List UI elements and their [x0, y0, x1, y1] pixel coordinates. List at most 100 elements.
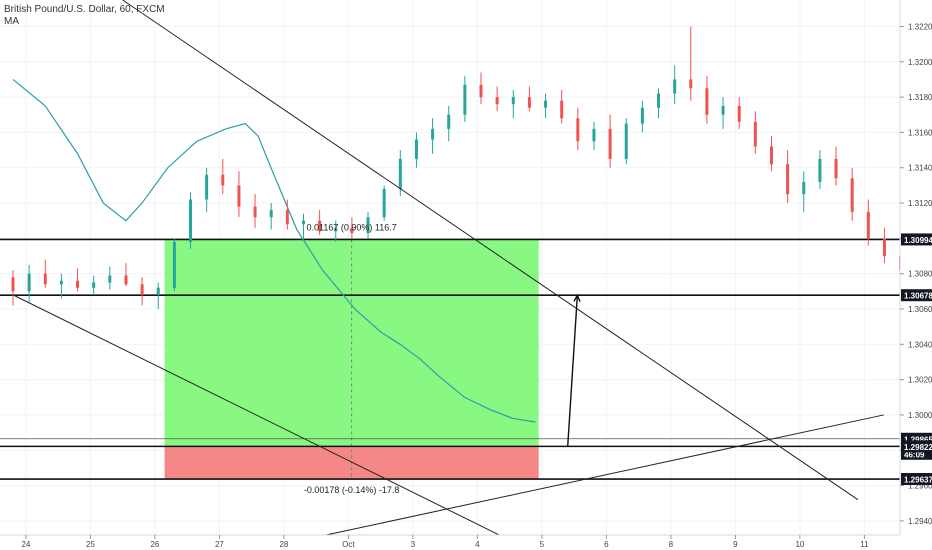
candle-down: [737, 105, 741, 122]
candle-up: [269, 210, 273, 218]
candle-up: [673, 79, 677, 94]
x-tick-label: 25: [86, 540, 95, 549]
y-tick-label: 1.32000: [908, 58, 932, 67]
price-label-entry: [901, 440, 932, 453]
candle-up: [189, 199, 193, 242]
candle-down: [253, 206, 257, 218]
candle-down: [850, 178, 854, 212]
candle-down: [124, 275, 128, 285]
trend-line-ascending-support: [309, 414, 884, 540]
candle-up: [108, 275, 112, 283]
price-label-text-stop: 1.29637: [904, 476, 932, 485]
projection-arrow-head: [573, 293, 581, 302]
y-tick-label: 1.32200: [908, 22, 932, 31]
price-label-text-entry: 1.29822: [904, 443, 932, 452]
candle-down: [11, 277, 15, 292]
candle-up: [431, 128, 435, 140]
candle-up: [172, 241, 176, 288]
y-tick-label: 1.29600: [908, 482, 932, 491]
projection-arrow-line: [567, 295, 579, 447]
candle-down: [479, 84, 483, 98]
price-label-text-current: 1.29865: [904, 435, 932, 444]
candle-down: [495, 97, 499, 105]
y-tick-label: 1.30400: [908, 340, 932, 349]
candle-down: [527, 97, 531, 108]
candle-down: [705, 88, 709, 115]
trend-line-upper-descending: [122, 0, 859, 501]
y-tick-label: 1.31600: [908, 128, 932, 137]
chart-legend: British Pound/U.S. Dollar, 60, FXCM MA: [4, 4, 165, 28]
moving-average-line: [12, 78, 536, 423]
candle-down: [689, 79, 693, 89]
candle-up: [657, 93, 661, 108]
price-label-text-resistance: 1.30678: [904, 292, 932, 301]
candle-up: [334, 227, 338, 232]
candle-down: [318, 220, 322, 232]
candle-down: [786, 164, 790, 195]
price-label-target: [901, 233, 932, 246]
symbol-title: British Pound/U.S. Dollar, 60, FXCM: [4, 4, 165, 15]
candle-up: [92, 282, 96, 288]
candle-up: [721, 105, 725, 115]
loss-label: -0.00178 (-0.14%) -17.8: [304, 485, 400, 495]
price-label-stop: [901, 473, 932, 486]
x-tick-label: 11: [860, 540, 869, 549]
candle-down: [882, 238, 886, 257]
candle-up: [818, 158, 822, 182]
candle-up: [447, 114, 451, 129]
candle-down: [221, 174, 225, 186]
y-tick-label: 1.31800: [908, 93, 932, 102]
y-tick-label: 1.29400: [908, 517, 932, 526]
x-tick-label: 6: [604, 540, 609, 549]
candle-up: [398, 158, 402, 189]
candle-up: [301, 220, 305, 225]
x-tick-label: 9: [733, 540, 738, 549]
candle-up: [382, 188, 386, 218]
y-tick-label: 1.30800: [908, 270, 932, 279]
x-tick-label: 27: [215, 540, 224, 549]
candle-down: [608, 128, 612, 159]
time-axis: [0, 535, 900, 550]
price-label-resistance: [901, 289, 932, 302]
candle-up: [802, 181, 806, 195]
x-tick-label: 10: [795, 540, 804, 549]
x-tick-label: 28: [279, 540, 288, 549]
y-tick-label: 1.30600: [908, 305, 932, 314]
price-label-text-target: 1.30994: [904, 236, 932, 245]
candle-down: [753, 121, 757, 147]
candle-down: [285, 210, 289, 225]
x-tick-label: 26: [150, 540, 159, 549]
candle-up: [366, 217, 370, 234]
trend-line-lower-descending: [12, 294, 507, 539]
candle-up: [414, 139, 418, 159]
x-tick-label: 5: [540, 540, 545, 549]
candle-up: [640, 107, 644, 124]
x-tick-label: 3: [411, 540, 416, 549]
candle-down: [834, 158, 838, 179]
x-tick-label: Oct: [342, 540, 355, 549]
candle-down: [140, 284, 144, 295]
candle-down: [560, 100, 564, 119]
candle-down: [237, 185, 241, 207]
x-tick-label: 24: [21, 540, 30, 549]
y-tick-label: 1.31400: [908, 164, 932, 173]
candle-down: [76, 280, 80, 288]
y-tick-label: 1.30000: [908, 411, 932, 420]
y-tick-label: 1.31200: [908, 199, 932, 208]
candle-up: [544, 100, 548, 108]
candle-down: [350, 227, 354, 234]
candle-down: [866, 211, 870, 239]
candle-up: [624, 123, 628, 159]
y-tick-label: 1.30200: [908, 376, 932, 385]
candle-down: [769, 146, 773, 165]
candle-down: [43, 273, 47, 285]
candle-down: [576, 118, 580, 142]
profit-label: 0.01167 (0.90%) 116.7: [307, 222, 397, 232]
candle-up: [59, 280, 63, 285]
x-tick-label: 4: [475, 540, 480, 549]
candle-up: [592, 128, 596, 142]
indicator-label: MA: [4, 16, 19, 27]
candle-up: [156, 287, 160, 295]
candle-up: [463, 84, 467, 115]
